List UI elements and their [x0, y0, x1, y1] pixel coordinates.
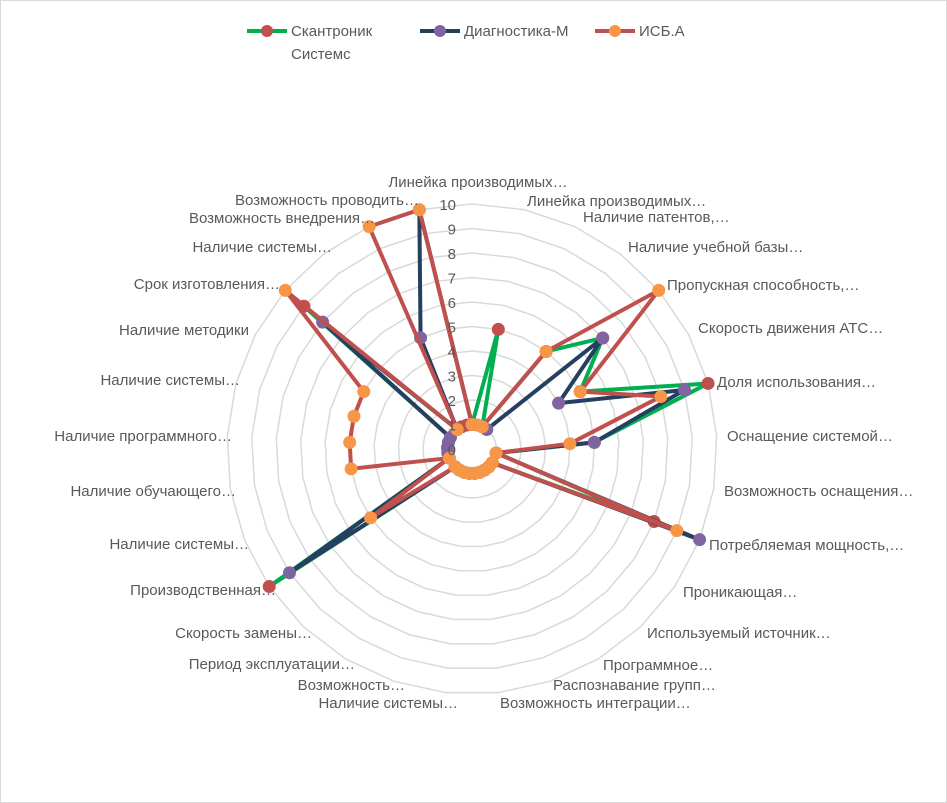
legend-label-line2: Системс: [291, 46, 351, 63]
category-label: Потребляемая мощность,…: [709, 537, 904, 554]
data-point: [587, 435, 601, 449]
legend-marker-icon: [247, 25, 287, 37]
data-point: [412, 203, 426, 217]
data-point: [563, 437, 577, 451]
radial-tick-label: 5: [448, 320, 456, 337]
category-label: Наличие системы…: [318, 695, 458, 712]
radial-tick-label: 9: [448, 222, 456, 239]
grid-ring: [299, 276, 645, 621]
category-label: Наличие патентов,…: [583, 209, 730, 226]
data-point: [278, 283, 292, 297]
legend-label-line1: Скантроник: [291, 23, 373, 40]
grid-ring: [348, 325, 596, 572]
data-point: [677, 383, 691, 397]
grid-ring: [275, 252, 669, 645]
category-label: Программное…: [603, 657, 713, 674]
category-label: Возможность проводить…: [235, 192, 419, 209]
category-label: Наличие системы…: [100, 372, 240, 389]
data-point: [539, 344, 553, 358]
category-label: Срок изготовления…: [134, 276, 280, 293]
category-label: Распознавание групп…: [553, 677, 716, 694]
data-point: [347, 409, 361, 423]
category-label: Наличие программного…: [54, 428, 232, 445]
data-point: [450, 422, 464, 436]
category-label: Наличие системы…: [192, 239, 332, 256]
grid-ring: [324, 301, 620, 596]
legend-label: Диагностика-М: [464, 23, 569, 40]
data-point: [670, 524, 684, 538]
data-point: [442, 451, 456, 465]
category-label: Возможность интеграции…: [500, 695, 691, 712]
legend-marker-icon: [420, 25, 460, 37]
category-label: Линейка производимых…: [527, 193, 706, 210]
legend-marker-icon: [595, 25, 635, 37]
category-label: Оснащение системой…: [727, 428, 893, 445]
category-label: Возможность внедрения…: [189, 210, 375, 227]
category-label: Возможность…: [298, 677, 405, 694]
data-point: [282, 566, 296, 580]
grid-ring: [251, 227, 693, 669]
data-point: [489, 446, 503, 460]
legend-item-isba[interactable]: ИСБ.А: [595, 20, 729, 43]
grid-ring: [397, 374, 547, 523]
legend-item-skantronik[interactable]: Скантроник Системс: [247, 20, 381, 66]
category-label: Наличие методики: [119, 322, 249, 339]
legend-label: Скантроник Системс: [291, 20, 381, 66]
category-label: Наличие системы…: [109, 536, 249, 553]
data-point: [654, 390, 668, 404]
data-point: [552, 396, 566, 410]
data-point: [652, 283, 666, 297]
radial-tick-label: 8: [448, 246, 456, 263]
legend: Скантроник Системс Диагностика-М ИСБ.А: [0, 20, 947, 70]
radial-tick-label: 1: [448, 418, 456, 435]
category-label: Наличие учебной базы…: [628, 239, 803, 256]
category-label: Скорость замены…: [175, 625, 312, 642]
data-point: [357, 385, 371, 399]
series-line-2: [283, 207, 679, 533]
data-point: [364, 511, 378, 525]
data-point: [343, 435, 357, 449]
category-label: Проникающая…: [683, 584, 797, 601]
category-label: Доля использования…: [717, 374, 876, 391]
category-label: Возможность оснащения…: [724, 483, 913, 500]
radial-tick-label: 2: [448, 393, 456, 410]
data-point: [475, 420, 489, 434]
data-point: [262, 579, 276, 593]
data-point: [491, 322, 505, 336]
grid-ring: [422, 399, 522, 499]
radial-tick-label: 7: [448, 271, 456, 288]
category-label: Скорость движения АТС…: [698, 320, 883, 337]
category-label: Производственная…: [130, 582, 276, 599]
data-point: [362, 220, 376, 234]
category-label: Пропускная способность,…: [667, 277, 859, 294]
category-label: Линейка производимых…: [388, 174, 567, 191]
data-point: [701, 376, 715, 390]
radial-tick-label: 4: [448, 344, 456, 361]
legend-item-diagnostika[interactable]: Диагностика-М: [420, 20, 594, 43]
radial-tick-label: 3: [448, 369, 456, 386]
grid-ring: [226, 203, 718, 694]
radial-tick-label: 10: [439, 197, 456, 214]
data-point: [693, 533, 707, 547]
category-label: Период эксплуатации…: [189, 656, 355, 673]
radial-tick-label: 0: [448, 442, 456, 459]
data-point: [596, 331, 610, 345]
radial-tick-label: 6: [448, 295, 456, 312]
data-point: [573, 385, 587, 399]
data-point: [344, 462, 358, 476]
category-label: Наличие обучающего…: [70, 483, 236, 500]
category-label: Используемый источник…: [647, 625, 831, 642]
legend-label: ИСБ.А: [639, 23, 685, 40]
